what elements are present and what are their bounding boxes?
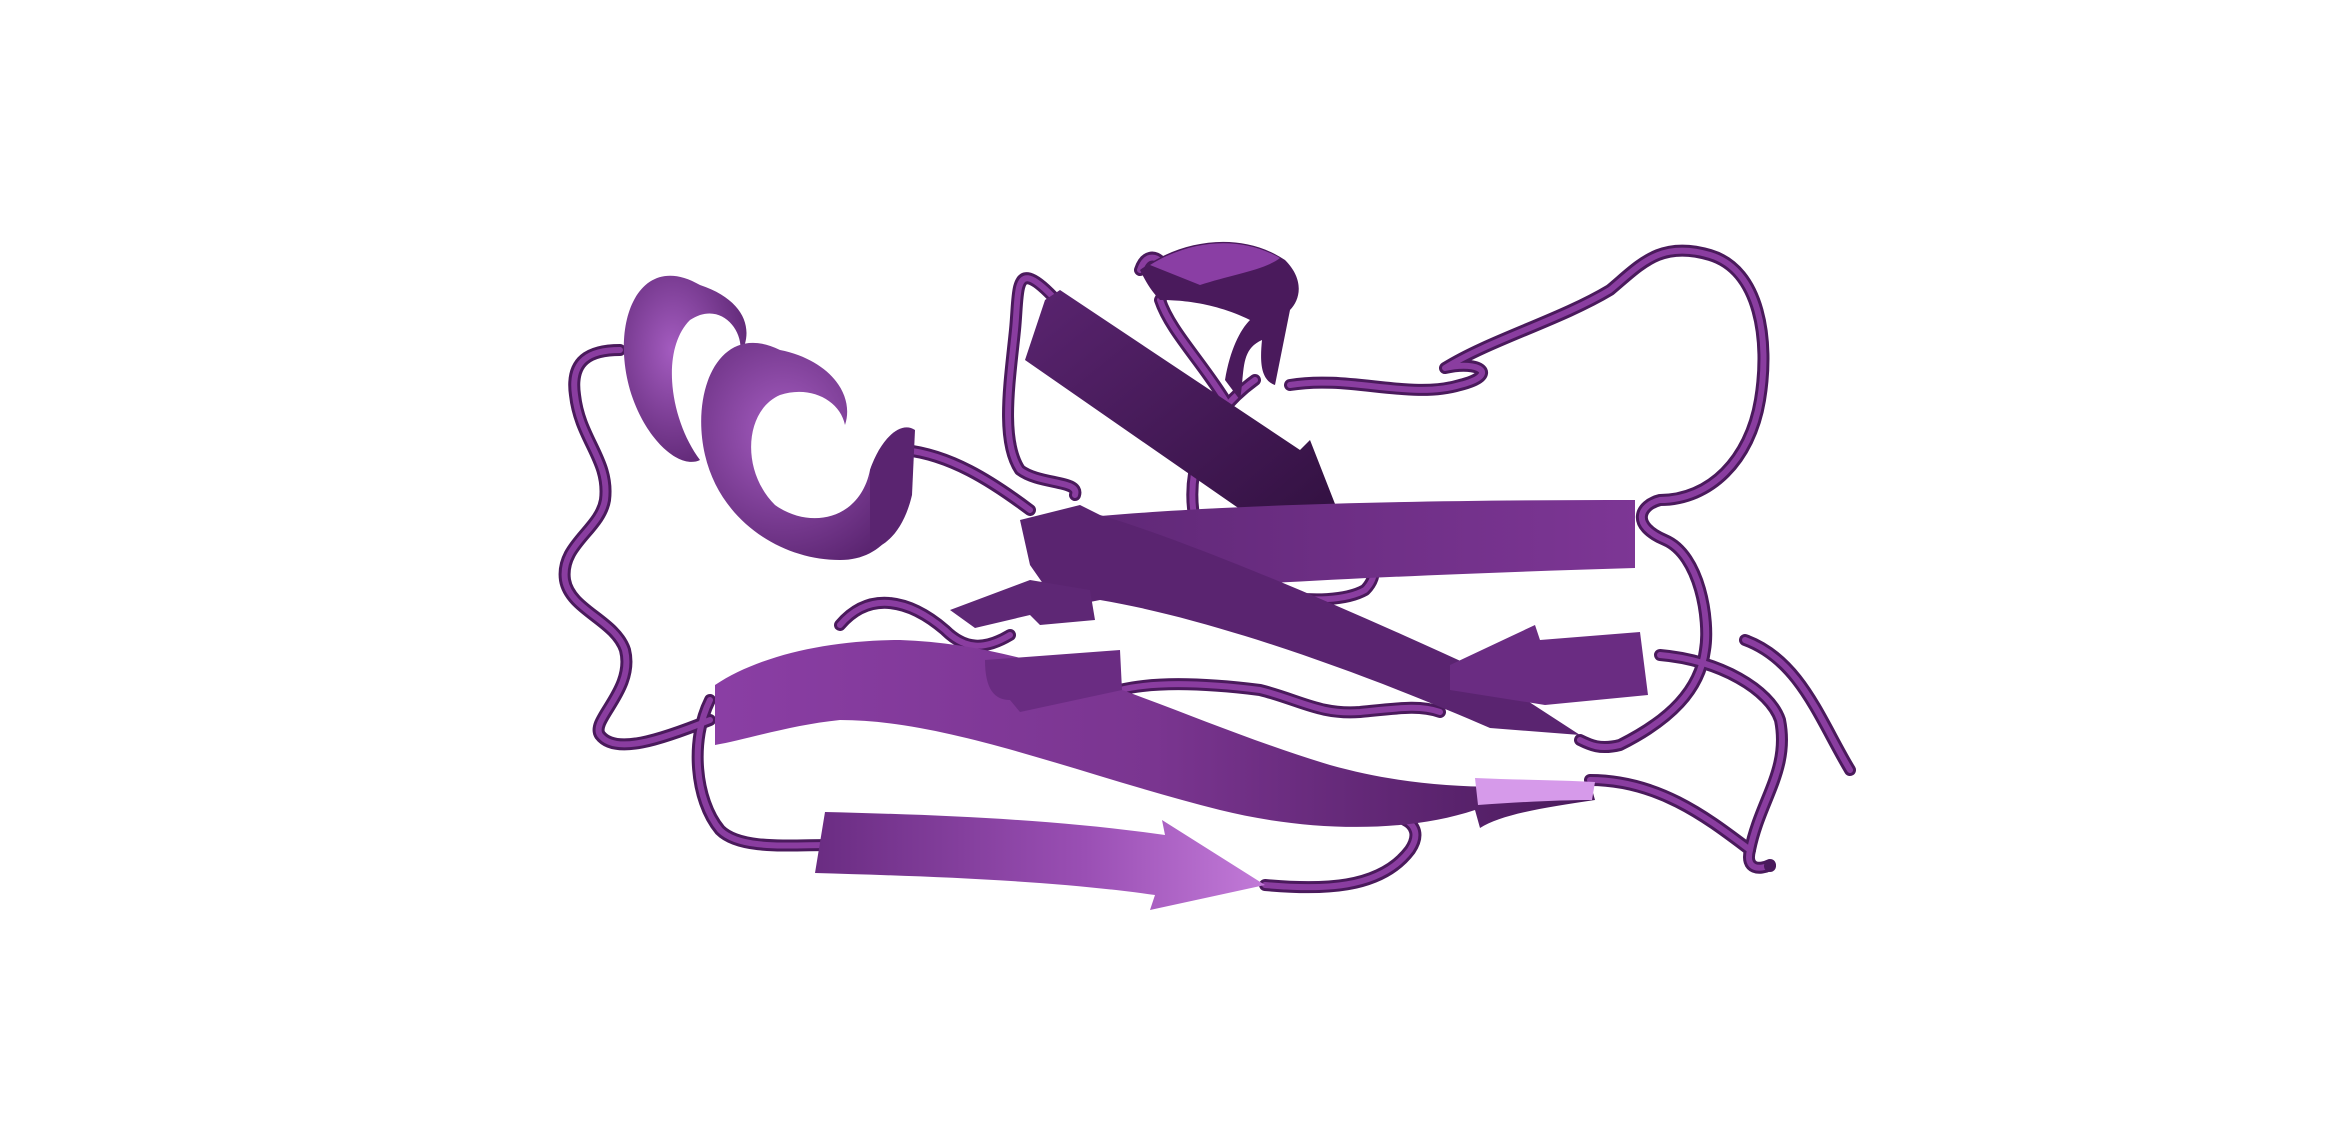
beta-sheet-back [950, 290, 1648, 735]
alpha-helices [623, 241, 1299, 560]
helix-left-end [870, 427, 915, 550]
strand-bottom-arrow [815, 812, 1265, 910]
strand-right-short [1450, 625, 1648, 705]
terminus-marker [1764, 860, 1776, 872]
helix-top-middle [1140, 241, 1299, 400]
beta-sheet-front [715, 640, 1595, 910]
strand-middle-arrow [1020, 505, 1580, 735]
strand-diagonal-upper [1025, 290, 1355, 555]
strand-inner-link [985, 650, 1122, 712]
strand-left-small [950, 580, 1095, 628]
strand-long-front [715, 640, 1595, 828]
strand-front-highlight [1475, 778, 1595, 805]
helix-left-turn-1 [623, 275, 747, 462]
helix-left-turn-2 [701, 342, 905, 560]
